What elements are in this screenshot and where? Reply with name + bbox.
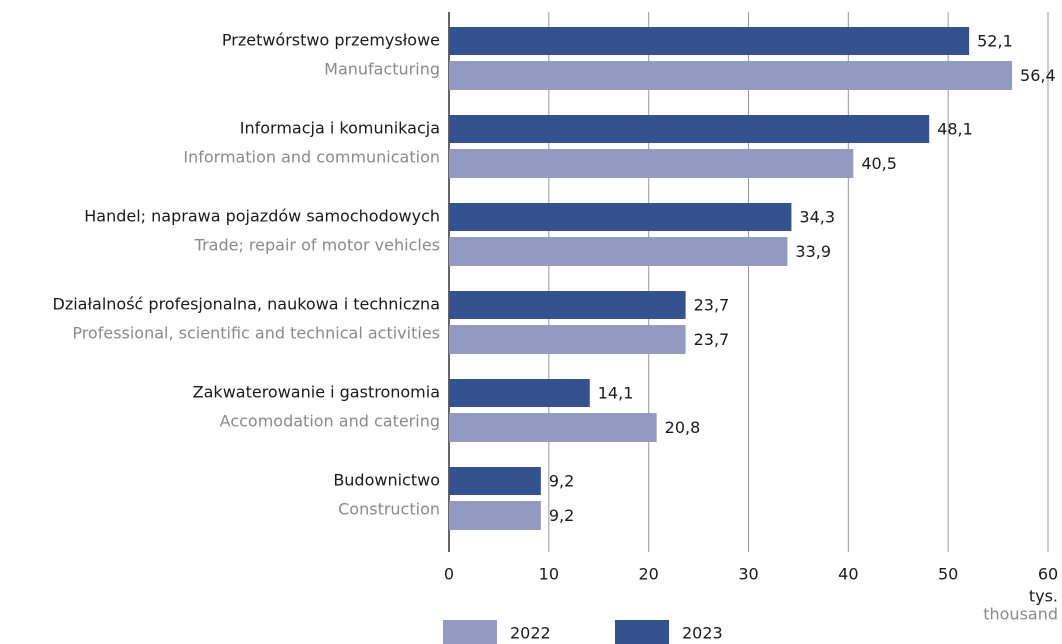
category-label: Działalność profesjonalna, naukowa i tec… bbox=[53, 295, 441, 314]
value-label: 20,8 bbox=[665, 418, 701, 437]
value-label: 23,7 bbox=[694, 330, 730, 349]
bar bbox=[449, 115, 930, 143]
x-tick-label: 0 bbox=[444, 565, 454, 584]
value-label: 14,1 bbox=[598, 384, 634, 403]
x-tick-label: 40 bbox=[838, 565, 858, 584]
bar bbox=[449, 467, 541, 495]
category-label-en: Professional, scientific and technical a… bbox=[72, 324, 440, 343]
category-label-en: Trade; repair of motor vehicles bbox=[194, 236, 440, 255]
category-label-en: Construction bbox=[338, 500, 440, 519]
value-label: 23,7 bbox=[694, 296, 730, 315]
bar bbox=[449, 325, 686, 354]
value-label: 40,5 bbox=[861, 154, 897, 173]
x-tick-label: 30 bbox=[738, 565, 758, 584]
x-tick-label: 20 bbox=[638, 565, 658, 584]
value-label: 9,2 bbox=[549, 506, 574, 525]
bar bbox=[449, 61, 1013, 90]
x-tick-label: 50 bbox=[938, 565, 958, 584]
value-label: 52,1 bbox=[977, 32, 1013, 51]
x-axis-label-en: thousand bbox=[983, 605, 1058, 624]
bar bbox=[449, 291, 686, 319]
value-label: 48,1 bbox=[937, 120, 973, 139]
bar bbox=[449, 413, 657, 442]
category-label-en: Accomodation and catering bbox=[220, 412, 440, 431]
bar bbox=[449, 149, 854, 178]
value-label: 34,3 bbox=[799, 208, 835, 227]
value-label: 33,9 bbox=[795, 242, 831, 261]
legend-swatch bbox=[443, 620, 497, 644]
value-label: 9,2 bbox=[549, 472, 574, 491]
bar bbox=[449, 203, 792, 231]
bar bbox=[449, 27, 970, 55]
category-label: Przetwórstwo przemysłowe bbox=[222, 31, 440, 50]
category-label-en: Manufacturing bbox=[324, 60, 440, 79]
value-label: 56,4 bbox=[1020, 66, 1056, 85]
bar bbox=[449, 501, 541, 530]
category-label: Zakwaterowanie i gastronomia bbox=[193, 383, 440, 402]
legend-swatch bbox=[615, 620, 669, 644]
category-label: Informacja i komunikacja bbox=[240, 119, 440, 138]
category-label: Handel; naprawa pojazdów samochodowych bbox=[84, 207, 440, 226]
x-tick-label: 60 bbox=[1038, 565, 1058, 584]
x-tick-label: 10 bbox=[539, 565, 559, 584]
bar bbox=[449, 379, 590, 407]
legend-label: 2023 bbox=[682, 624, 723, 643]
x-axis-label: tys. bbox=[1029, 587, 1058, 606]
legend-label: 2022 bbox=[510, 624, 551, 643]
category-label: Budownictwo bbox=[333, 471, 440, 490]
bar bbox=[449, 237, 788, 266]
category-label-en: Information and communication bbox=[183, 148, 440, 167]
